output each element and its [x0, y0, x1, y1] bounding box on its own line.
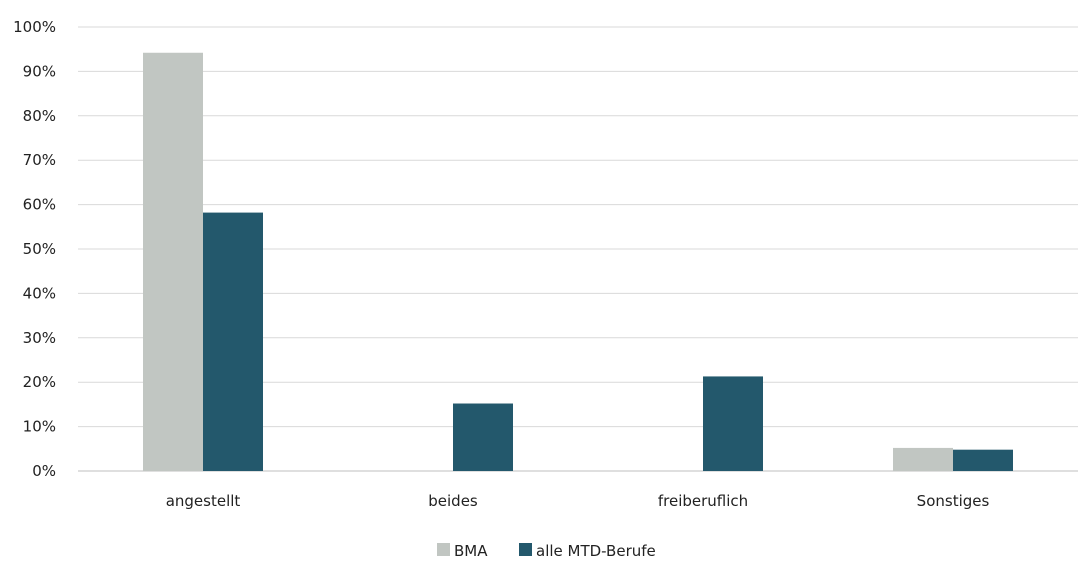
- x-category-label: Sonstiges: [917, 492, 990, 510]
- y-tick-label: 10%: [23, 418, 56, 436]
- legend-swatch: [519, 543, 532, 556]
- legend-swatch: [437, 543, 450, 556]
- y-tick-label: 50%: [23, 240, 56, 258]
- legend-label: BMA: [454, 542, 488, 560]
- bar-alle-mtd-berufe-freiberuflich: [703, 376, 763, 471]
- bars: [143, 52, 1013, 472]
- y-tick-label: 100%: [13, 18, 56, 36]
- y-tick-label: 70%: [23, 151, 56, 169]
- y-tick-label: 0%: [32, 462, 56, 480]
- x-category-label: freiberuflich: [658, 492, 748, 510]
- bar-alle-mtd-berufe-beides: [453, 403, 513, 471]
- y-axis-ticks: 0% 10% 20% 30% 40% 50% 60% 70% 80% 90% 100%: [13, 18, 56, 480]
- bar-alle-mtd-berufe-angestellt: [203, 212, 263, 472]
- y-tick-label: 20%: [23, 373, 56, 391]
- bar-bma-angestellt: [143, 52, 203, 471]
- y-tick-label: 60%: [23, 196, 56, 214]
- bar-bma-sonstiges: [893, 447, 953, 471]
- x-category-label: beides: [428, 492, 478, 510]
- y-tick-label: 90%: [23, 62, 56, 80]
- x-axis-categories: angestellt beides freiberuflich Sonstiges: [166, 492, 990, 510]
- legend-label: alle MTD-Berufe: [536, 542, 656, 560]
- y-tick-label: 30%: [23, 329, 56, 347]
- legend: BMA alle MTD-Berufe: [437, 542, 656, 560]
- x-category-label: angestellt: [166, 492, 241, 510]
- bar-alle-mtd-berufe-sonstiges: [953, 449, 1013, 471]
- y-tick-label: 80%: [23, 107, 56, 125]
- y-tick-label: 40%: [23, 284, 56, 302]
